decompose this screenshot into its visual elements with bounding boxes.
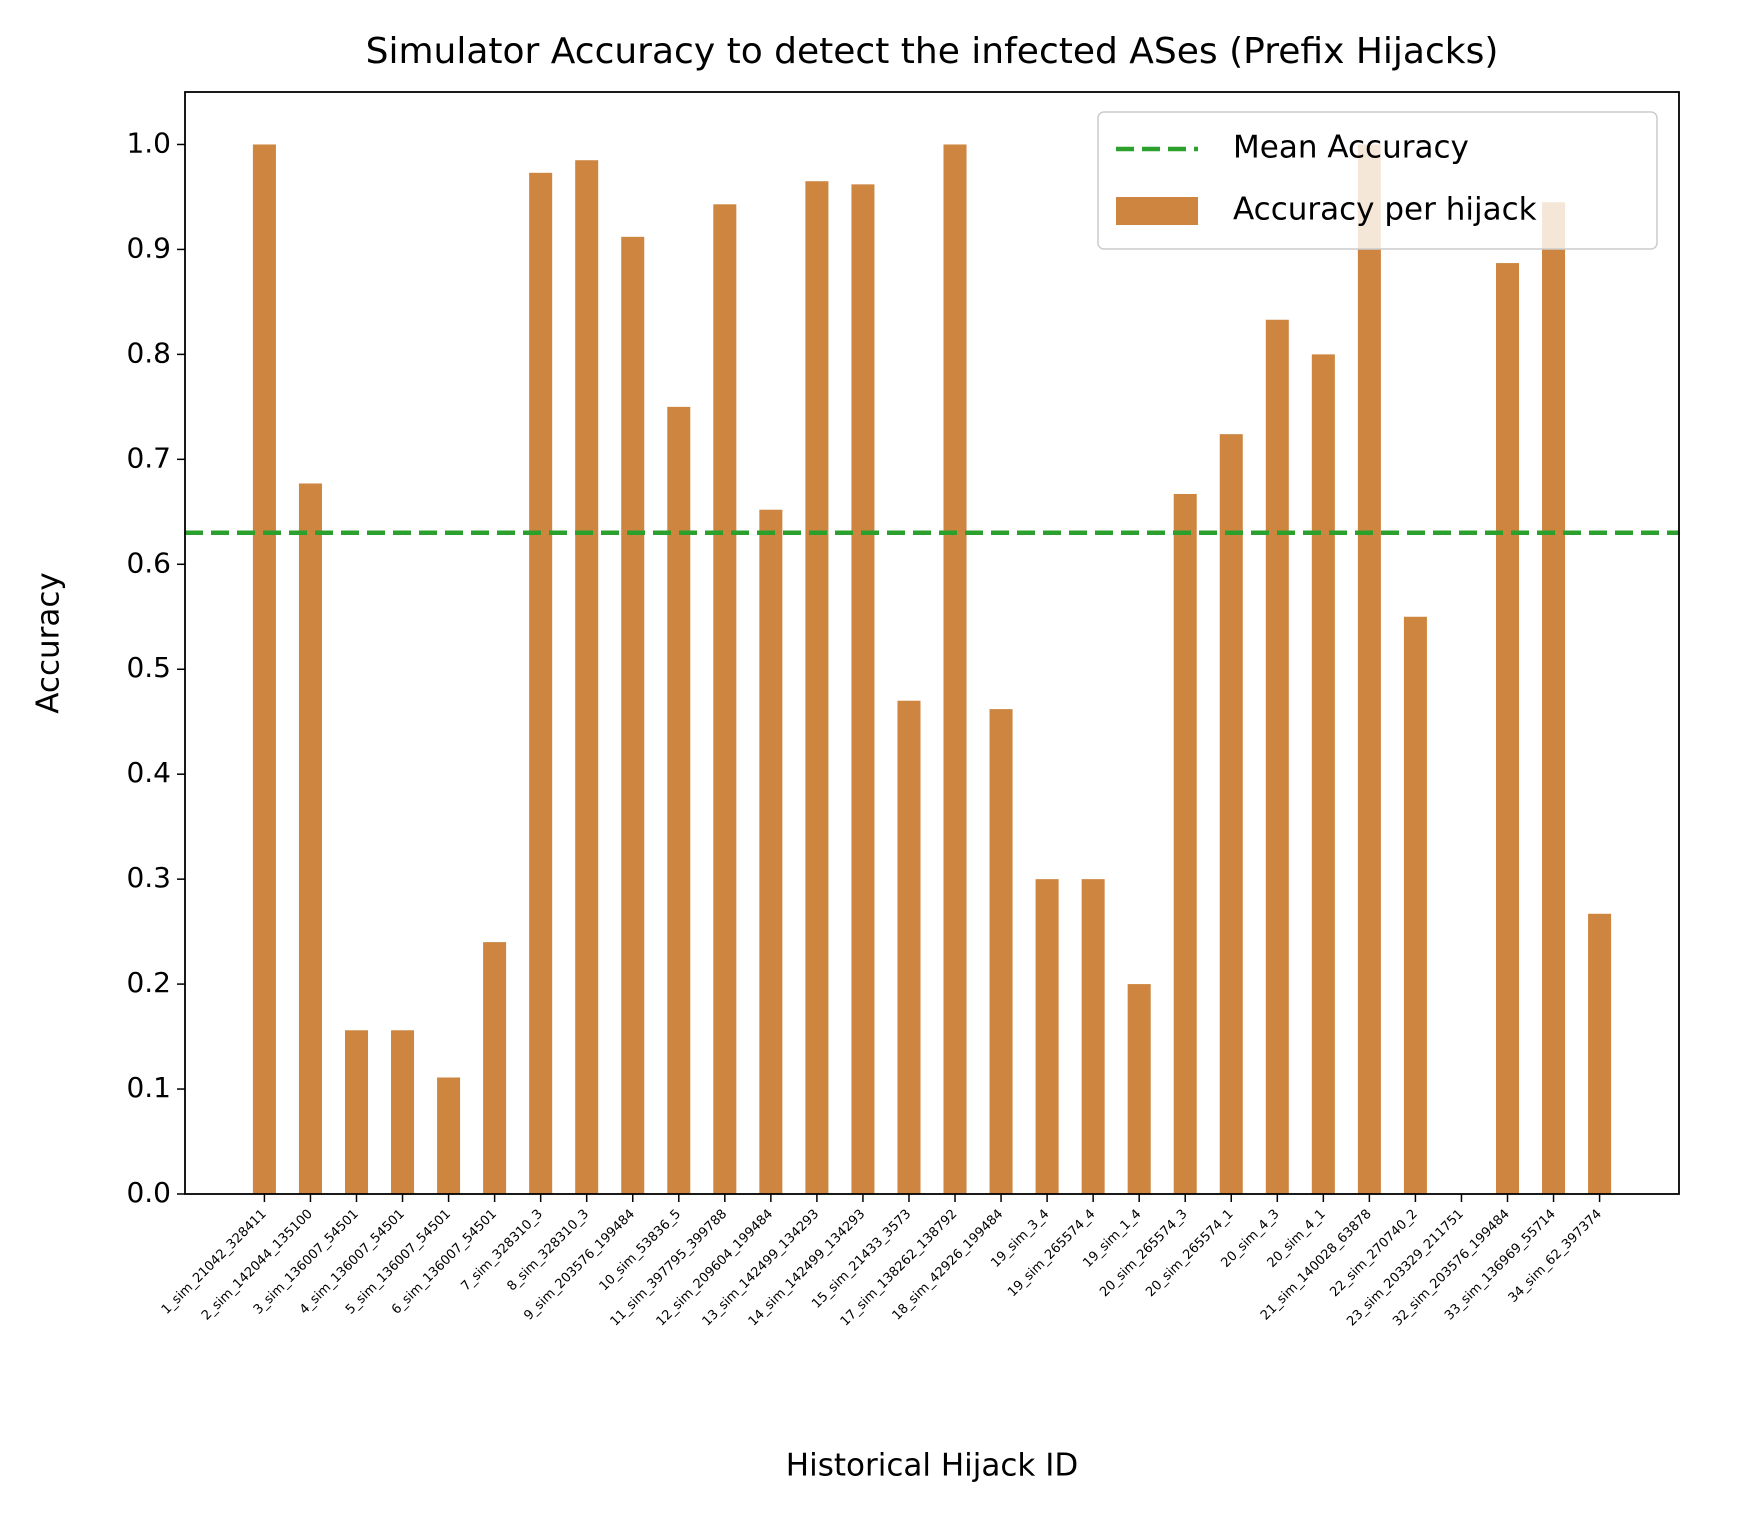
bar — [298, 483, 322, 1194]
y-tick-label: 0.6 — [126, 546, 171, 579]
x-tick-label: 22_sim_270740_2 — [1327, 1207, 1420, 1300]
x-axis-label: Historical Hijack ID — [786, 1448, 1078, 1484]
bar — [621, 236, 645, 1194]
bar — [1403, 616, 1427, 1194]
x-tick-label: 10_sim_53836_5 — [597, 1207, 684, 1294]
y-tick-label: 0.4 — [126, 756, 171, 789]
bar — [252, 144, 276, 1194]
y-axis-label: Accuracy — [31, 572, 67, 714]
legend-label: Accuracy per hijack — [1233, 192, 1537, 228]
bar — [1265, 319, 1289, 1194]
bar — [1311, 354, 1335, 1194]
legend-box — [1097, 111, 1658, 250]
x-tick-label: 7_sim_328310_3 — [458, 1207, 545, 1294]
y-tick-label: 0.9 — [126, 231, 171, 264]
bar — [989, 709, 1013, 1194]
bar — [713, 204, 737, 1194]
x-tick-label: 8_sim_328310_3 — [505, 1207, 592, 1294]
bar — [667, 406, 691, 1194]
chart-title: Simulator Accuracy to detect the infecte… — [366, 31, 1499, 72]
bar — [1127, 984, 1151, 1194]
bar — [391, 1030, 415, 1194]
y-tick-label: 0.0 — [126, 1176, 171, 1209]
bar — [483, 942, 507, 1194]
bar — [1542, 202, 1566, 1194]
legend-swatch — [1116, 197, 1198, 225]
x-tick-label: 20_sim_265574_1 — [1143, 1207, 1236, 1300]
bar — [1588, 913, 1612, 1194]
legend-label: Mean Accuracy — [1233, 130, 1469, 166]
bar — [1035, 879, 1059, 1194]
y-tick-label: 1.0 — [126, 126, 171, 159]
bar — [575, 160, 599, 1195]
bar — [1219, 434, 1243, 1194]
y-tick-label: 0.1 — [126, 1071, 171, 1104]
bar — [1357, 144, 1381, 1194]
plot-frame — [184, 91, 1680, 1195]
bar — [943, 144, 967, 1194]
bar — [1081, 879, 1105, 1194]
x-tick-label: 34_sim_62_397374 — [1506, 1207, 1605, 1306]
y-tick-label: 0.8 — [126, 336, 171, 369]
bar — [759, 509, 783, 1195]
y-tick-label: 0.3 — [126, 861, 171, 894]
bar — [897, 700, 921, 1194]
y-tick-label: 0.2 — [126, 966, 171, 999]
bar — [1495, 263, 1520, 1194]
x-tick-label: 20_sim_265574_3 — [1097, 1207, 1190, 1300]
bar — [805, 181, 829, 1194]
bar — [437, 1077, 461, 1194]
bar — [851, 184, 875, 1194]
x-tick-label: 19_sim_265574_4 — [1005, 1207, 1098, 1300]
bar — [344, 1030, 369, 1194]
y-tick-label: 0.5 — [126, 651, 171, 684]
y-tick-label: 0.7 — [126, 441, 171, 474]
bar — [529, 172, 553, 1194]
bar — [1173, 493, 1197, 1194]
